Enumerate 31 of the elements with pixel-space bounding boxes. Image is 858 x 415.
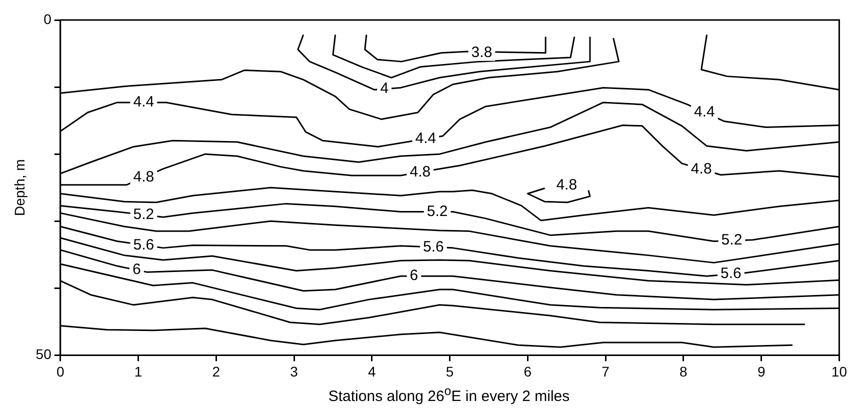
x-tick-label: 9 xyxy=(757,363,766,380)
annotation: 5.6 xyxy=(720,265,742,282)
x-tick-label: 2 xyxy=(212,363,220,380)
annotation: 4.8 xyxy=(556,176,578,194)
annotation: 4.4 xyxy=(133,94,154,111)
annotation: 4 xyxy=(380,80,389,98)
y-tick-label: 50 xyxy=(36,346,52,362)
x-tick-label: 8 xyxy=(680,363,688,380)
annotation: 3.8 xyxy=(471,44,492,61)
x-axis-title: Stations along 26$^{o}$E in every 2 miles xyxy=(327,384,571,405)
annotation: 4.8 xyxy=(410,163,431,180)
x-tick-label: 3 xyxy=(290,363,298,380)
annotation: 5.2 xyxy=(133,206,154,224)
annotation: 4.8 xyxy=(690,160,712,178)
annotation: 5.6 xyxy=(423,238,444,256)
annotation: 4.4 xyxy=(415,130,436,147)
annotation: 6 xyxy=(132,261,141,278)
x-tick-label: 10 xyxy=(831,363,848,380)
annotation: 5.6 xyxy=(133,236,154,254)
x-tick-label: 1 xyxy=(134,363,142,380)
x-tick-label: 6 xyxy=(524,363,532,380)
annotation: 5.2 xyxy=(721,232,742,249)
annotation: 6 xyxy=(410,267,418,284)
x-tick-label: 4 xyxy=(368,363,376,380)
y-axis-title: Depth, m xyxy=(11,159,28,216)
x-tick-label: 7 xyxy=(602,363,610,380)
x-tick-label: 0 xyxy=(56,363,64,380)
x-tick-label: 5 xyxy=(446,363,454,380)
annotation: 4.8 xyxy=(133,168,154,186)
annotation: 4.4 xyxy=(694,104,715,121)
annotation: 5.2 xyxy=(426,202,448,220)
